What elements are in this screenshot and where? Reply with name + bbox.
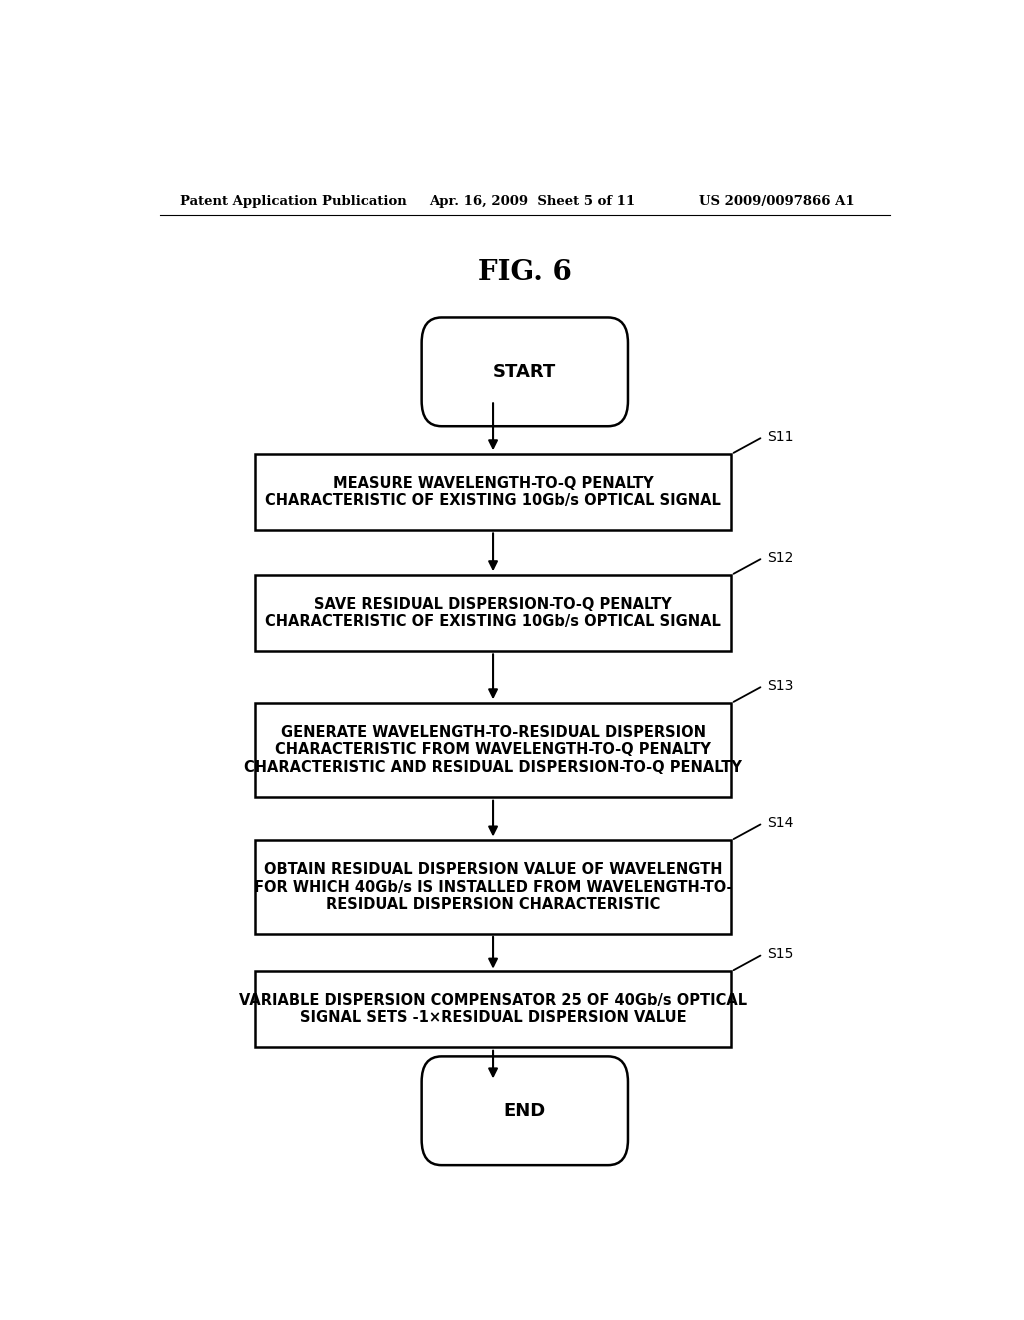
Text: Patent Application Publication: Patent Application Publication: [179, 194, 407, 207]
Bar: [255, 454, 731, 529]
Text: GENERATE WAVELENGTH-TO-RESIDUAL DISPERSION
CHARACTERISTIC FROM WAVELENGTH-TO-Q P: GENERATE WAVELENGTH-TO-RESIDUAL DISPERSI…: [244, 725, 742, 775]
Text: VARIABLE DISPERSION COMPENSATOR 25 OF 40Gb/s OPTICAL
SIGNAL SETS -1×RESIDUAL DIS: VARIABLE DISPERSION COMPENSATOR 25 OF 40…: [239, 993, 748, 1026]
Text: S13: S13: [767, 678, 794, 693]
Text: START: START: [494, 363, 556, 381]
Text: S11: S11: [767, 430, 794, 444]
FancyBboxPatch shape: [422, 1056, 628, 1166]
Text: END: END: [504, 1102, 546, 1119]
Text: US 2009/0097866 A1: US 2009/0097866 A1: [699, 194, 855, 207]
Text: Apr. 16, 2009  Sheet 5 of 11: Apr. 16, 2009 Sheet 5 of 11: [430, 194, 636, 207]
Text: MEASURE WAVELENGTH-TO-Q PENALTY
CHARACTERISTIC OF EXISTING 10Gb/s OPTICAL SIGNAL: MEASURE WAVELENGTH-TO-Q PENALTY CHARACTE…: [265, 475, 721, 508]
Text: S15: S15: [767, 948, 794, 961]
Bar: [255, 574, 731, 651]
FancyBboxPatch shape: [422, 318, 628, 426]
Bar: [255, 702, 731, 797]
Text: FIG. 6: FIG. 6: [478, 259, 571, 285]
Bar: [255, 840, 731, 935]
Text: SAVE RESIDUAL DISPERSION-TO-Q PENALTY
CHARACTERISTIC OF EXISTING 10Gb/s OPTICAL : SAVE RESIDUAL DISPERSION-TO-Q PENALTY CH…: [265, 597, 721, 628]
Text: OBTAIN RESIDUAL DISPERSION VALUE OF WAVELENGTH
FOR WHICH 40Gb/s IS INSTALLED FRO: OBTAIN RESIDUAL DISPERSION VALUE OF WAVE…: [254, 862, 732, 912]
Text: S14: S14: [767, 816, 794, 830]
Text: S12: S12: [767, 550, 794, 565]
Bar: [255, 972, 731, 1047]
